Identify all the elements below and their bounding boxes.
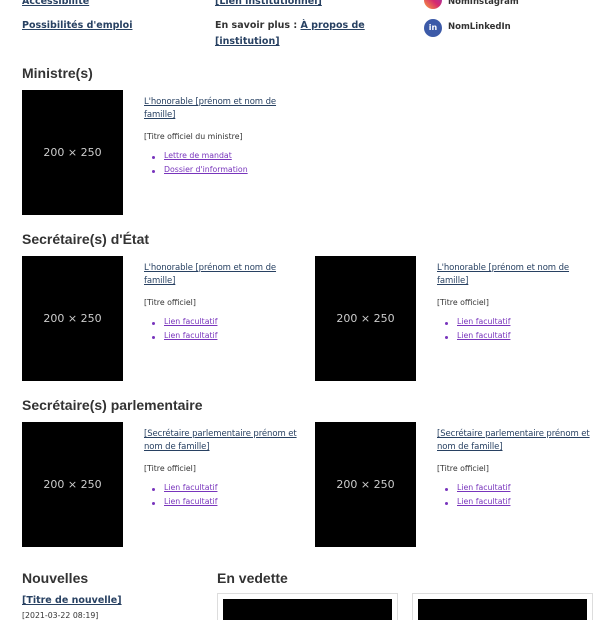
instagram-icon <box>424 0 442 9</box>
resource-link[interactable]: Lien facultatif <box>164 483 218 492</box>
resource-link[interactable]: Lien facultatif <box>457 331 511 340</box>
social-link[interactable]: NomLinkedIn <box>448 22 511 32</box>
person-title: [Titre officiel] <box>437 298 489 307</box>
resource-link[interactable]: Dossier d'information <box>164 165 248 174</box>
person-title: [Titre officiel du ministre] <box>144 132 243 141</box>
bullet <box>152 488 155 491</box>
resource-link[interactable]: Lien facultatif <box>457 483 511 492</box>
person-title: [Titre officiel] <box>144 464 196 473</box>
linkedin-icon: in <box>424 19 442 37</box>
resource-link[interactable]: Lien facultatif <box>457 497 511 506</box>
bullet <box>445 488 448 491</box>
section-heading: Ministre(s) <box>22 65 93 81</box>
portrait-placeholder: 200 × 250 <box>315 256 416 381</box>
person-title: [Titre officiel] <box>437 464 489 473</box>
portrait-placeholder: 200 × 250 <box>315 422 416 547</box>
news-link[interactable]: [Titre de nouvelle] <box>22 595 122 606</box>
person-link[interactable]: L'honorable [prénom et nom de famille] <box>144 97 277 120</box>
bullet <box>152 156 155 159</box>
portrait-placeholder: 200 × 250 <box>22 256 123 381</box>
person-title: [Titre officiel] <box>144 298 196 307</box>
news-date: [2021-03-22 08:19] <box>22 611 99 620</box>
featured-card[interactable] <box>412 593 593 620</box>
person-link[interactable]: L'honorable [prénom et nom de famille] <box>437 263 570 286</box>
footer-link[interactable]: Possibilités d'emploi <box>22 20 133 31</box>
featured-card[interactable] <box>217 593 398 620</box>
portrait-placeholder: 200 × 250 <box>22 90 123 215</box>
person-link[interactable]: [Secrétaire parlementaire prénom et nom … <box>144 429 297 452</box>
institution-link[interactable]: [Lien institutionnel] <box>215 0 322 7</box>
footer-link[interactable]: Accessibilité <box>22 0 90 7</box>
section-heading: Secrétaire(s) d'État <box>22 231 150 247</box>
resource-link[interactable]: Lien facultatif <box>164 317 218 326</box>
section-heading: Secrétaire(s) parlementaire <box>22 397 203 413</box>
person-link[interactable]: [Secrétaire parlementaire prénom et nom … <box>437 429 590 452</box>
resource-link[interactable]: Lien facultatif <box>164 331 218 340</box>
learn-more-link[interactable]: À propos de [institution] <box>215 20 365 47</box>
person-link[interactable]: L'honorable [prénom et nom de famille] <box>144 263 277 286</box>
learn-more-label: En savoir plus : <box>215 20 301 31</box>
learn-more: En savoir plus : À propos de [institutio… <box>215 18 365 50</box>
bullet <box>152 336 155 339</box>
bullet <box>152 170 155 173</box>
section-heading: En vedette <box>217 570 288 586</box>
resource-link[interactable]: Lien facultatif <box>457 317 511 326</box>
section-heading: Nouvelles <box>22 570 89 586</box>
portrait-placeholder: 200 × 250 <box>22 422 123 547</box>
bullet <box>445 322 448 325</box>
bullet <box>445 502 448 505</box>
bullet <box>152 322 155 325</box>
bullet <box>445 336 448 339</box>
resource-link[interactable]: Lien facultatif <box>164 497 218 506</box>
bullet <box>152 502 155 505</box>
social-link[interactable]: NomInstagram <box>448 0 519 7</box>
resource-link[interactable]: Lettre de mandat <box>164 151 232 160</box>
